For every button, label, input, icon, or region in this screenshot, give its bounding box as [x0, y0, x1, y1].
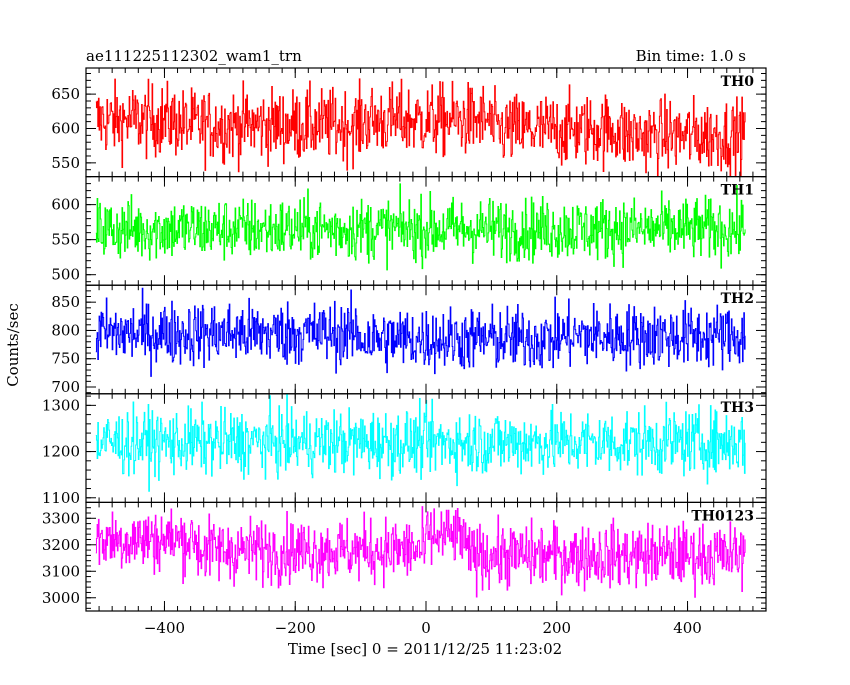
y-tick-label: 1300 [42, 396, 80, 414]
panel-th2: 700 750 800 850 TH2 [51, 284, 767, 396]
panels-group: 550 600 650 TH0 500 550 600 TH1 700 750 800 850 TH2 1… [42, 67, 767, 637]
y-tick-label: 750 [51, 350, 80, 368]
y-tick-label: 650 [51, 85, 80, 103]
panel-th0: 550 600 650 TH0 [51, 67, 767, 178]
series-line-th1 [95, 183, 746, 271]
x-axis-title: Time [sec] 0 = 2011/12/25 11:23:02 [288, 640, 562, 658]
y-tick-label: 3200 [42, 536, 80, 554]
panel-label: TH1 [721, 183, 754, 199]
panel-label: TH3 [721, 400, 754, 416]
panel-label: TH0 [721, 74, 755, 90]
x-tick-label: 400 [673, 619, 702, 637]
x-tick-label: −400 [144, 619, 185, 637]
x-tick-label: 0 [421, 619, 431, 637]
y-tick-label: 600 [51, 119, 80, 137]
series-line-th3 [95, 393, 746, 492]
bin-time-label: Bin time: 1.0 s [636, 47, 746, 65]
y-tick-label: 1100 [42, 489, 80, 507]
y-tick-label: 500 [51, 266, 80, 284]
panel-th3: 1100 1200 1300 TH3 [42, 393, 767, 507]
y-tick-label: 850 [51, 293, 80, 311]
chart-title: ae111225112302_wam1_trn [86, 47, 302, 65]
series-line-th0 [95, 78, 746, 177]
series-line-th2 [95, 287, 746, 377]
panel-label: TH2 [721, 291, 754, 307]
y-tick-label: 800 [51, 321, 80, 339]
y-tick-label: 550 [51, 231, 80, 249]
y-tick-label: 600 [51, 196, 80, 214]
y-tick-label: 3100 [42, 562, 80, 580]
series-line-th0123 [95, 506, 746, 598]
x-tick-label: 200 [542, 619, 571, 637]
y-tick-label: 700 [51, 378, 80, 396]
panel-frame [85, 501, 767, 612]
x-tick-label: −200 [275, 619, 316, 637]
y-axis-title: Counts/sec [4, 303, 22, 387]
panel-label: TH0123 [691, 508, 754, 524]
y-tick-label: 550 [51, 154, 80, 172]
panel-th0123: 3000 3100 3200 3300 TH0123 [42, 501, 767, 612]
y-tick-label: 1200 [42, 443, 80, 461]
panel-th1: 500 550 600 TH1 [51, 176, 767, 286]
y-tick-label: 3300 [42, 509, 80, 527]
y-tick-label: 3000 [42, 589, 80, 607]
